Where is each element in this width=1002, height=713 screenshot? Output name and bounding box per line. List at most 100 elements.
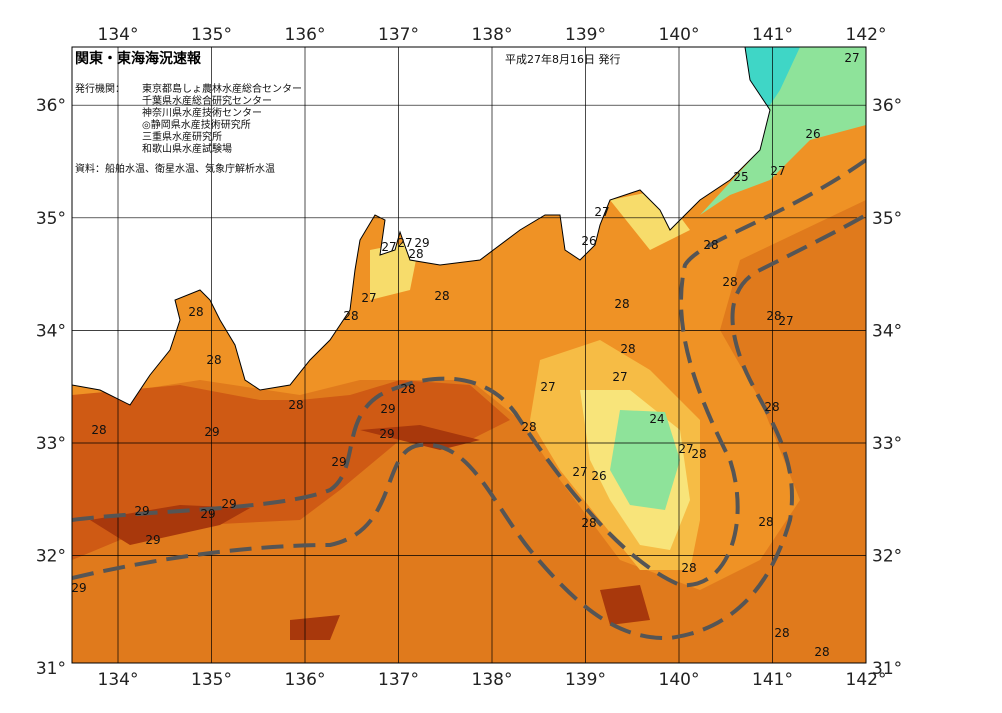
lon-label: 141° bbox=[752, 25, 793, 45]
contour-label: 27 bbox=[540, 380, 555, 394]
contour-label: 28 bbox=[620, 342, 635, 356]
contour-label: 29 bbox=[145, 533, 160, 547]
lon-label: 136° bbox=[285, 670, 326, 690]
lat-label: 35° bbox=[872, 209, 902, 229]
oyashio-water bbox=[700, 47, 866, 215]
contour-label: 26 bbox=[591, 469, 606, 483]
lon-label: 135° bbox=[191, 25, 232, 45]
kuroshio bbox=[72, 158, 866, 641]
contour-label: 27 bbox=[361, 291, 376, 305]
contour-label: 28 bbox=[521, 420, 536, 434]
contour-label: 28 bbox=[288, 398, 303, 412]
contour-label: 28 bbox=[581, 516, 596, 530]
issuer: 三重県水産研究所 bbox=[142, 130, 222, 143]
issuer: 和歌山県水産試験場 bbox=[142, 142, 232, 155]
lat-label: 35° bbox=[36, 209, 66, 229]
lon-label: 138° bbox=[472, 670, 513, 690]
issuer: ◎静岡県水産技術研究所 bbox=[142, 118, 251, 131]
contour-label: 24 bbox=[649, 412, 664, 426]
land bbox=[72, 47, 771, 406]
issuers: 東京都島しょ農林水産総合センター千葉県水産総合研究センター神奈川県水産技術センタ… bbox=[142, 82, 302, 155]
contour-label: 27 bbox=[397, 236, 412, 250]
contour-label: 27 bbox=[381, 240, 396, 254]
ticks: 134° 134° 135° 135° 136° 136° 137° 137° 138° 138°… bbox=[36, 25, 902, 690]
lon-label: 134° bbox=[98, 670, 139, 690]
contour-label: 29 bbox=[221, 497, 236, 511]
contour-label: 28 bbox=[614, 297, 629, 311]
contour-label: 29 bbox=[331, 455, 346, 469]
lon-label: 137° bbox=[378, 25, 419, 45]
contour-label: 27 bbox=[678, 442, 693, 456]
lat-label: 32° bbox=[36, 547, 66, 567]
lat-label: 32° bbox=[872, 547, 902, 567]
contour-label: 28 bbox=[343, 309, 358, 323]
date: 平成27年8月16日 発行 bbox=[505, 52, 621, 66]
contour-label: 28 bbox=[691, 447, 706, 461]
lat-label: 34° bbox=[36, 321, 66, 341]
contour-label: 29 bbox=[204, 425, 219, 439]
frame bbox=[71, 46, 867, 664]
kuroshio-axis bbox=[72, 213, 866, 641]
contour-label: 27 bbox=[770, 164, 785, 178]
lat-label: 33° bbox=[872, 434, 902, 454]
contour-label: 28 bbox=[681, 561, 696, 575]
contour-label: 28 bbox=[400, 382, 415, 396]
contour-label: 28 bbox=[774, 626, 789, 640]
contour-label: 29 bbox=[380, 402, 395, 416]
contour-label: 26 bbox=[581, 234, 596, 248]
lon-label: 134° bbox=[98, 25, 139, 45]
title: 関東・東海海況速報 bbox=[75, 50, 202, 67]
contour-label: 29 bbox=[134, 504, 149, 518]
contour-label: 29 bbox=[200, 507, 215, 521]
contour-label: 28 bbox=[703, 238, 718, 252]
contour-label: 28 bbox=[188, 305, 203, 319]
contour-label: 28 bbox=[758, 515, 773, 529]
lon-label: 142° bbox=[846, 670, 887, 690]
contour-label: 27 bbox=[572, 465, 587, 479]
issuer: 千葉県水産総合研究センター bbox=[142, 94, 272, 107]
contour-label: 25 bbox=[733, 170, 748, 184]
lat-label: 36° bbox=[872, 96, 902, 116]
lon-label: 141° bbox=[752, 670, 793, 690]
contour-label: 28 bbox=[434, 289, 449, 303]
contour-label: 29 bbox=[414, 236, 429, 250]
contour-label: 26 bbox=[805, 127, 820, 141]
contour-label: 27 bbox=[778, 314, 793, 328]
issuer-label: 発行機関： bbox=[75, 82, 125, 95]
contour-label: 28 bbox=[766, 309, 781, 323]
graticule bbox=[72, 47, 866, 663]
contour-label: 29 bbox=[71, 581, 86, 595]
lat-label: 31° bbox=[36, 659, 66, 679]
contour-label: 28 bbox=[91, 423, 106, 437]
kuroshio-axis bbox=[72, 158, 866, 588]
lon-label: 135° bbox=[191, 670, 232, 690]
lon-label: 140° bbox=[659, 670, 700, 690]
cold-core bbox=[610, 410, 680, 510]
coldest-water bbox=[740, 47, 800, 120]
lat-label: 34° bbox=[872, 321, 902, 341]
lon-label: 139° bbox=[565, 670, 606, 690]
lon-label: 142° bbox=[846, 25, 887, 45]
contour-label: 27 bbox=[612, 370, 627, 384]
contour-label: 28 bbox=[206, 353, 221, 367]
contour-label: 27 bbox=[594, 205, 609, 219]
lat-label: 36° bbox=[36, 96, 66, 116]
lon-label: 139° bbox=[565, 25, 606, 45]
contour-label: 28 bbox=[408, 247, 423, 261]
issuer: 東京都島しょ農林水産総合センター bbox=[142, 82, 302, 95]
lon-label: 136° bbox=[285, 25, 326, 45]
contour-label: 29 bbox=[379, 427, 394, 441]
lon-label: 137° bbox=[378, 670, 419, 690]
contour-label: 28 bbox=[722, 275, 737, 289]
source: 資料：船舶水温、衛星水温、気象庁解析水温 bbox=[75, 162, 275, 175]
lat-label: 33° bbox=[36, 434, 66, 454]
issuer: 神奈川県水産技術センター bbox=[142, 106, 262, 119]
contour-label: 28 bbox=[764, 400, 779, 414]
contour-label: 28 bbox=[814, 645, 829, 659]
lat-label: 31° bbox=[872, 659, 902, 679]
lon-label: 140° bbox=[659, 25, 700, 45]
lon-label: 138° bbox=[472, 25, 513, 45]
